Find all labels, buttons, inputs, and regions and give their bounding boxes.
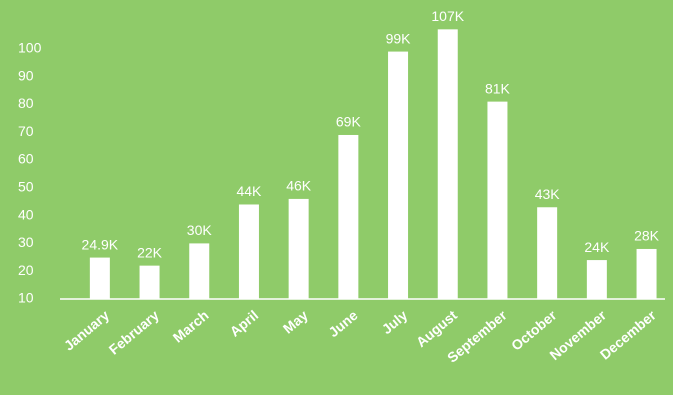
bar	[189, 243, 210, 299]
bar	[89, 257, 110, 299]
bar	[487, 101, 508, 300]
y-tick-label: 20	[18, 262, 34, 278]
bar	[437, 29, 458, 300]
y-tick-label: 60	[18, 151, 34, 167]
bar	[238, 204, 259, 299]
bar	[139, 265, 160, 299]
bar	[636, 248, 657, 299]
value-label: 107K	[431, 8, 464, 24]
bar	[288, 198, 309, 299]
value-label: 81K	[485, 80, 511, 96]
value-label: 30K	[187, 222, 213, 238]
y-tick-label: 70	[18, 123, 34, 139]
value-label: 28K	[634, 228, 660, 244]
value-label: 99K	[386, 30, 412, 46]
value-label: 22K	[137, 244, 163, 260]
bar	[388, 51, 409, 299]
bar	[537, 207, 558, 299]
value-label: 24K	[584, 239, 610, 255]
y-tick-label: 50	[18, 179, 34, 195]
value-label: 69K	[336, 114, 362, 130]
bar	[338, 134, 359, 299]
value-label: 44K	[236, 183, 262, 199]
bar	[586, 260, 607, 299]
value-label: 46K	[286, 178, 312, 194]
y-tick-label: 10	[18, 290, 34, 306]
y-tick-label: 80	[18, 95, 34, 111]
y-tick-label: 100	[18, 40, 42, 56]
y-tick-label: 40	[18, 206, 34, 222]
y-tick-label: 90	[18, 67, 34, 83]
y-tick-label: 30	[18, 234, 34, 250]
value-label: 43K	[535, 186, 561, 202]
value-label: 24.9K	[82, 236, 119, 252]
